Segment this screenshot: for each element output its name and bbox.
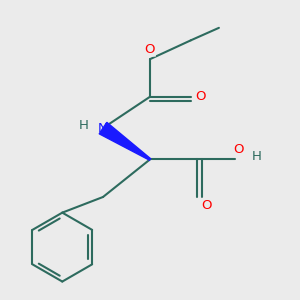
- Polygon shape: [99, 122, 151, 160]
- Text: N: N: [98, 122, 108, 135]
- Text: H: H: [252, 150, 262, 164]
- Text: O: O: [195, 90, 206, 103]
- Text: O: O: [202, 199, 212, 212]
- Text: O: O: [145, 43, 155, 56]
- Text: H: H: [79, 119, 89, 132]
- Text: O: O: [233, 143, 244, 156]
